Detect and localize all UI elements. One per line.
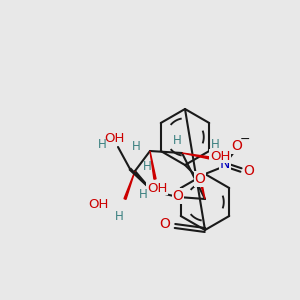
Text: O: O: [160, 217, 170, 231]
Text: N: N: [220, 157, 230, 171]
Text: −: −: [240, 133, 250, 146]
Text: O: O: [195, 172, 206, 186]
Text: OH: OH: [210, 149, 230, 163]
Text: H: H: [98, 139, 106, 152]
Text: H: H: [142, 160, 152, 172]
Text: O: O: [244, 164, 254, 178]
Text: H: H: [211, 139, 219, 152]
Text: O: O: [172, 189, 183, 203]
Text: OH: OH: [147, 182, 167, 194]
Polygon shape: [124, 171, 135, 200]
Text: O: O: [232, 139, 242, 153]
Text: H: H: [172, 134, 182, 148]
Text: H: H: [139, 188, 147, 202]
Polygon shape: [199, 179, 205, 199]
Text: OH: OH: [104, 131, 124, 145]
Polygon shape: [182, 153, 210, 159]
Polygon shape: [150, 151, 156, 179]
Text: OH: OH: [88, 197, 109, 211]
Text: H: H: [115, 209, 123, 223]
Polygon shape: [129, 168, 152, 191]
Text: H: H: [132, 140, 140, 152]
